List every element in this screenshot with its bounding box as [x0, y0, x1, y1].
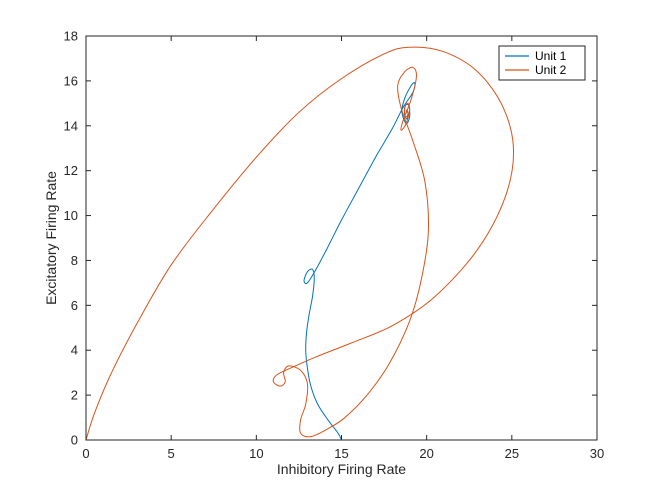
series-line-unit-2	[85, 46, 515, 441]
legend-label-unit-1: Unit 1	[535, 49, 567, 63]
x-tick-label: 10	[249, 446, 263, 461]
legend: Unit 1 Unit 2	[498, 45, 586, 81]
y-tick-label: 10	[64, 208, 78, 223]
legend-box	[498, 45, 586, 81]
plot-area	[85, 35, 598, 441]
y-tick-label: 12	[64, 163, 78, 178]
y-tick-label: 16	[64, 73, 78, 88]
y-tick-label: 2	[71, 388, 78, 403]
x-tick-label: 0	[82, 446, 89, 461]
x-tick-label: 25	[505, 446, 519, 461]
y-tick-label: 18	[64, 29, 78, 44]
y-tick-label: 8	[71, 253, 78, 268]
x-tick-label: 5	[168, 446, 175, 461]
series-layer	[85, 46, 515, 441]
x-tick-label: 15	[334, 446, 348, 461]
x-axis-label: Inhibitory Firing Rate	[277, 461, 406, 477]
y-axis-label: Excitatory Firing Rate	[43, 171, 59, 305]
y-tick-label: 0	[71, 433, 78, 448]
y-tick-label: 14	[64, 118, 78, 133]
x-tick-label: 30	[590, 446, 604, 461]
y-tick-label: 4	[71, 343, 78, 358]
ticks-layer: 0 5 10 15 20 25 30 0 2 4 6 8 10 12 14 16 18	[64, 29, 605, 462]
x-tick-label: 20	[419, 446, 433, 461]
legend-label-unit-2: Unit 2	[535, 63, 567, 77]
y-tick-label: 6	[71, 298, 78, 313]
